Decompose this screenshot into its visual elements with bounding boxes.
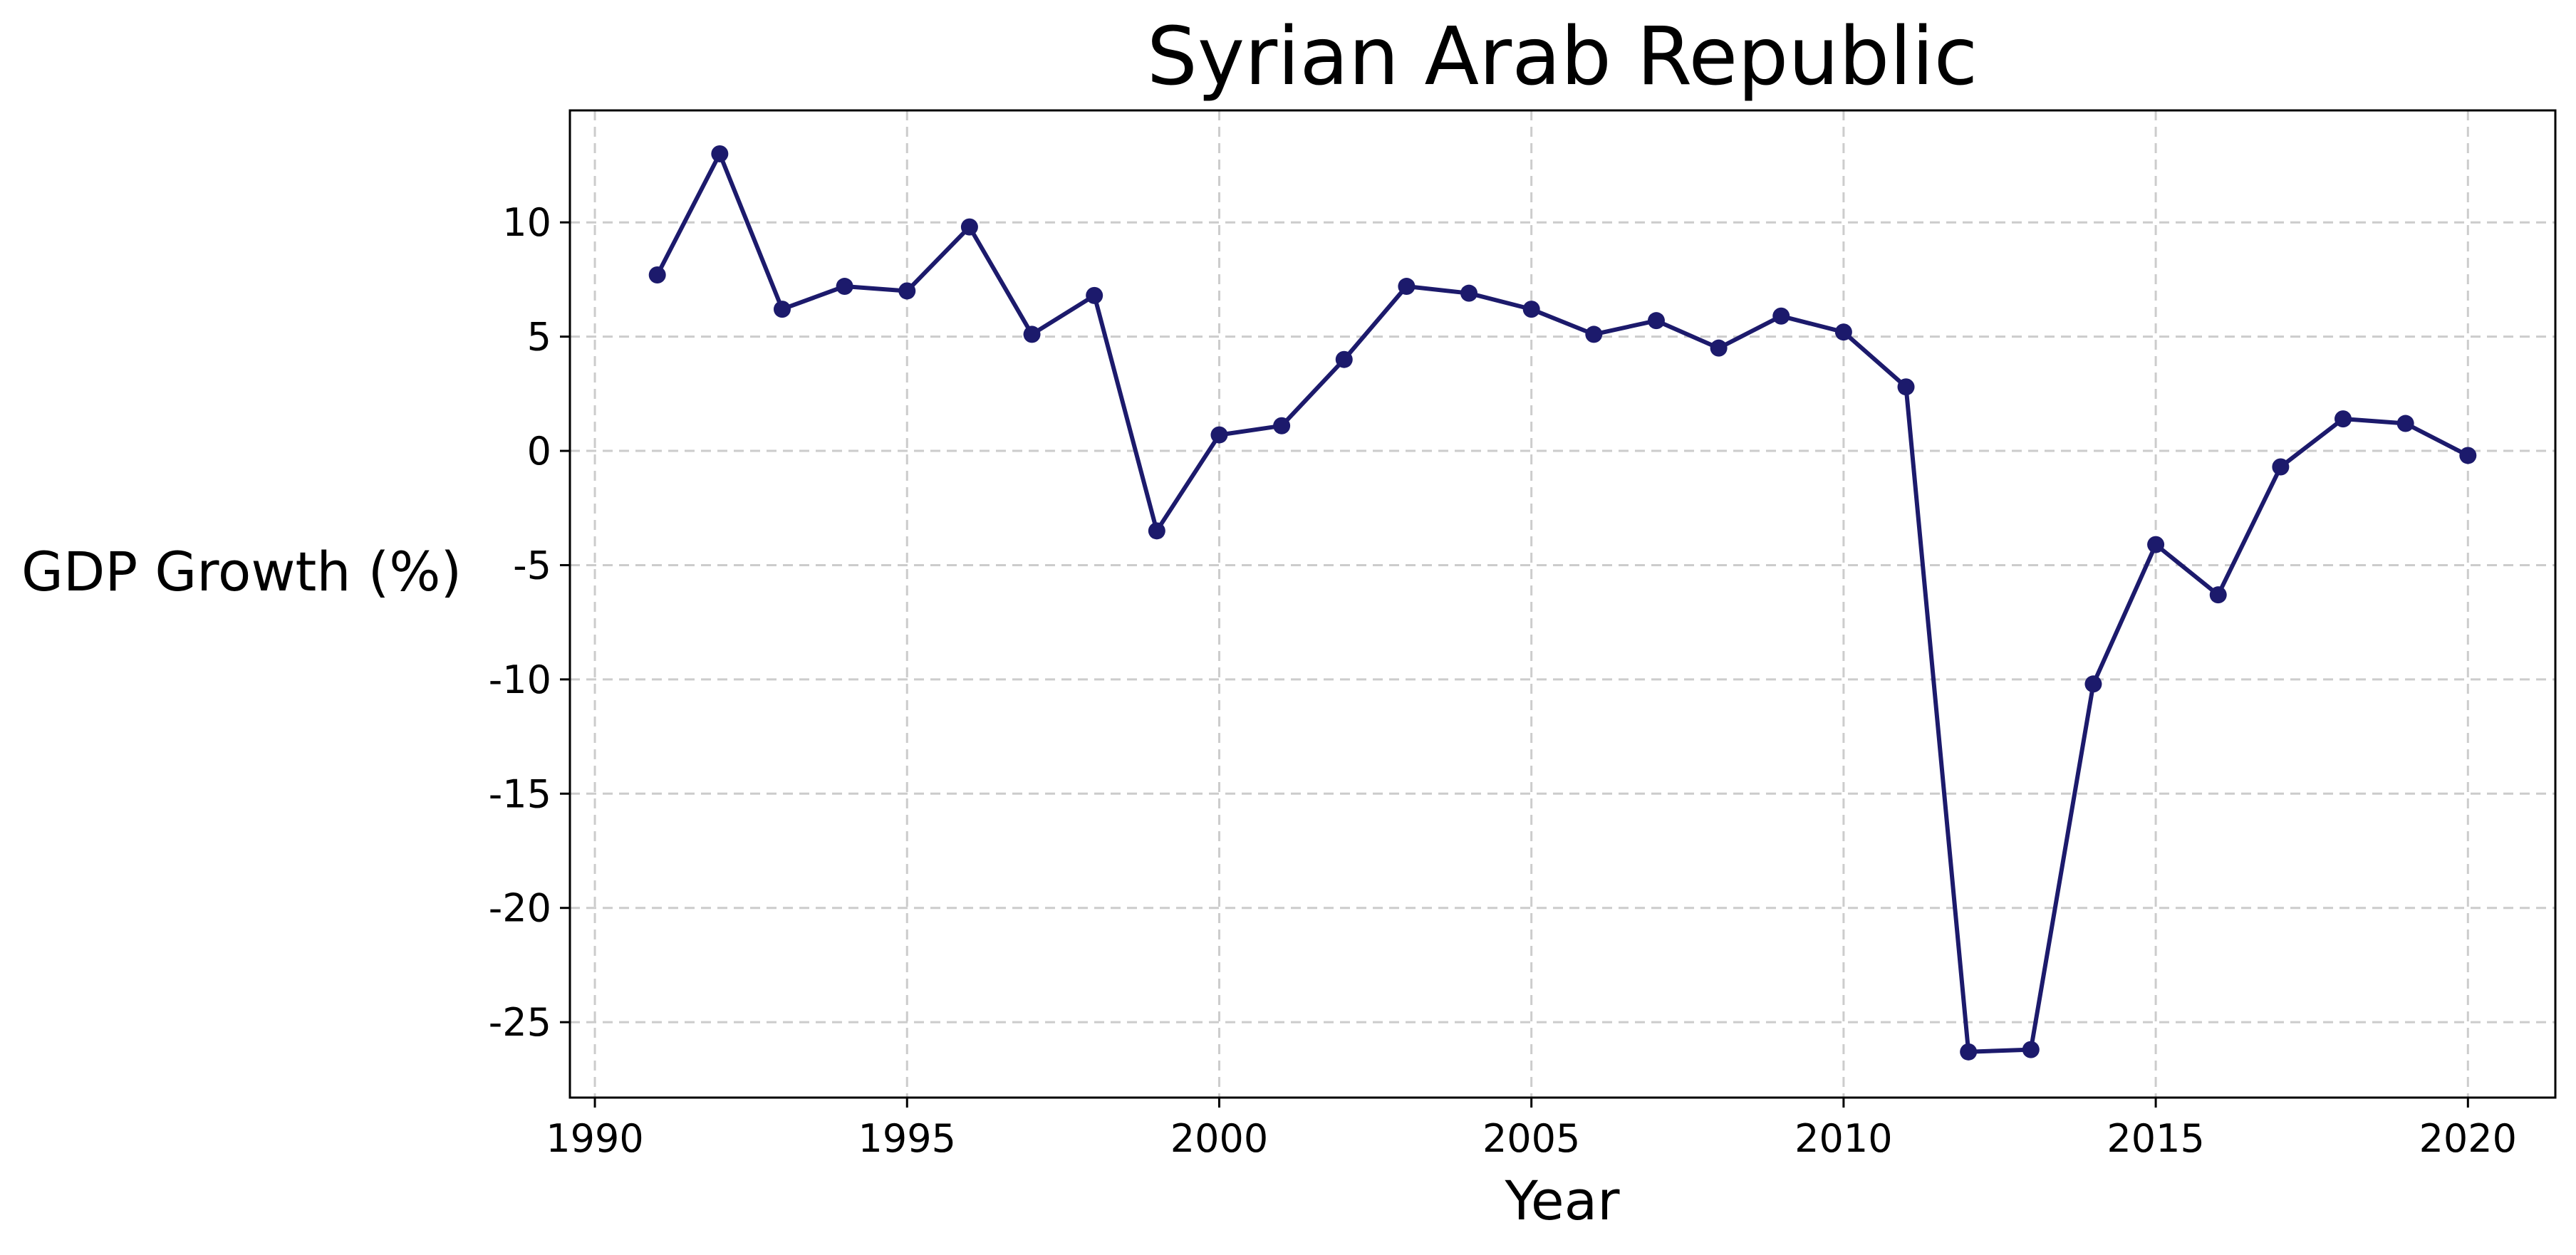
y-tick-label: -20 — [489, 886, 551, 931]
data-point — [773, 301, 791, 318]
data-point — [1335, 350, 1353, 368]
data-point — [2272, 458, 2290, 476]
data-point — [2084, 675, 2102, 693]
x-tick-label: 2015 — [2107, 1116, 2204, 1161]
y-tick-label: 10 — [502, 200, 551, 245]
data-point — [1273, 417, 1291, 434]
data-point — [2147, 536, 2165, 553]
x-tick-label: 2020 — [2419, 1116, 2517, 1161]
data-point — [2396, 415, 2414, 432]
data-point — [1148, 522, 1165, 540]
plot-area — [568, 109, 2557, 1099]
data-point — [1086, 286, 1103, 304]
x-tick-label: 2000 — [1170, 1116, 1268, 1161]
y-tick-label: 5 — [527, 315, 551, 360]
x-tick-label: 1990 — [546, 1116, 643, 1161]
grid — [570, 110, 2555, 1098]
data-point — [648, 266, 666, 283]
series-line — [655, 152, 2471, 1054]
x-axis-label: Year — [1505, 1169, 1621, 1232]
y-tick-label: -25 — [489, 1000, 551, 1045]
data-point — [1585, 326, 1603, 343]
data-point — [2459, 447, 2477, 464]
data-point — [2022, 1041, 2040, 1058]
data-point — [1023, 326, 1041, 343]
data-point — [1398, 278, 1416, 296]
data-point — [1647, 312, 1665, 330]
x-tick-label: 1995 — [858, 1116, 956, 1161]
y-axis-label: GDP Growth (%) — [21, 540, 462, 603]
x-tick-label: 2005 — [1482, 1116, 1580, 1161]
data-point — [1960, 1043, 1978, 1061]
y-tick-label: 0 — [527, 429, 551, 474]
data-point — [1772, 307, 1790, 325]
data-point — [2209, 586, 2227, 604]
series — [648, 145, 2477, 1061]
data-point — [836, 278, 853, 296]
data-point — [898, 282, 916, 300]
data-point — [1834, 323, 1852, 341]
data-point — [2334, 410, 2352, 428]
axis-ticks: 1990 1995 2000 2005 2010 2015 2020 -25 -20 -15 -10… — [489, 200, 2517, 1161]
y-tick-label: -15 — [489, 771, 551, 816]
data-point — [1710, 339, 1728, 357]
data-point — [960, 218, 978, 236]
data-point — [711, 145, 729, 162]
data-point — [1460, 284, 1478, 302]
y-tick-label: -10 — [489, 657, 551, 702]
data-point — [1210, 426, 1228, 444]
data-point — [1522, 301, 1540, 318]
data-point — [1897, 378, 1915, 396]
x-tick-label: 2010 — [1795, 1116, 1892, 1161]
y-tick-label: -5 — [513, 543, 551, 588]
chart-title: Syrian Arab Republic — [1147, 11, 1978, 103]
